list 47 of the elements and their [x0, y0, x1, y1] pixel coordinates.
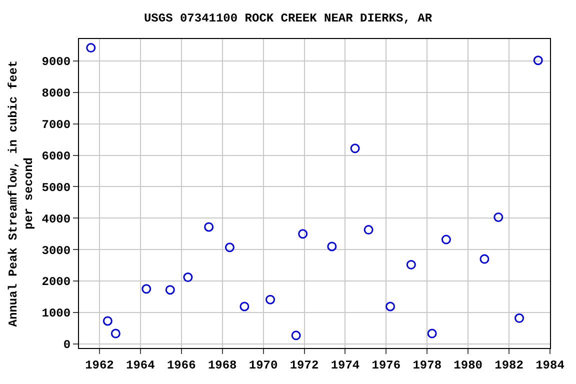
- x-tick-label: 1976: [372, 358, 401, 372]
- x-tick-label: 1972: [290, 358, 319, 372]
- point: [266, 294, 276, 304]
- x-tick-label: 1968: [208, 358, 237, 372]
- y-axis-title: Annual Peak Streamflow, in cubic feet per second: [6, 60, 36, 327]
- point: [327, 242, 337, 252]
- point: [110, 328, 120, 338]
- y-tick-label: 1000: [42, 306, 71, 321]
- x-tick-label: 1980: [454, 358, 482, 372]
- point: [165, 285, 175, 295]
- point: [406, 260, 416, 270]
- point: [427, 328, 437, 338]
- point: [364, 225, 374, 235]
- y-tick-label: 7000: [42, 118, 71, 132]
- point: [494, 212, 504, 222]
- point: [350, 144, 360, 154]
- x-tick-label: 1978: [412, 358, 442, 372]
- x-tick-label: 1982: [494, 358, 524, 372]
- point: [291, 330, 301, 340]
- point: [298, 229, 308, 239]
- x-tick-label: 1984: [536, 358, 564, 372]
- point: [204, 222, 214, 232]
- y-tick-label: 2000: [42, 275, 71, 290]
- point: [86, 43, 96, 53]
- point: [183, 272, 193, 282]
- x-tick-label: 1964: [126, 358, 155, 372]
- point: [533, 56, 543, 66]
- x-tick-label: 1974: [330, 358, 360, 372]
- y-tick-label: 9000: [42, 55, 71, 70]
- x-tick-label: 1962: [85, 358, 114, 372]
- point: [240, 302, 250, 312]
- point: [142, 284, 152, 294]
- point: [480, 254, 490, 264]
- y-tick-label: 4000: [42, 212, 71, 226]
- chart-title: USGS 07341100 ROCK CREEK NEAR DIERKS, AR: [144, 11, 433, 26]
- point: [102, 316, 112, 326]
- y-tick-label: 0: [63, 338, 71, 352]
- point: [514, 313, 524, 323]
- y-tick-label: 5000: [42, 180, 71, 195]
- point: [441, 234, 451, 244]
- x-tick-label: 1966: [166, 358, 196, 372]
- point: [224, 242, 234, 252]
- x-tick-label: 1970: [248, 358, 278, 372]
- point: [386, 302, 396, 312]
- y-tick-label: 8000: [42, 86, 71, 101]
- y-tick-label: 6000: [42, 150, 71, 164]
- y-tick-label: 3000: [42, 244, 71, 258]
